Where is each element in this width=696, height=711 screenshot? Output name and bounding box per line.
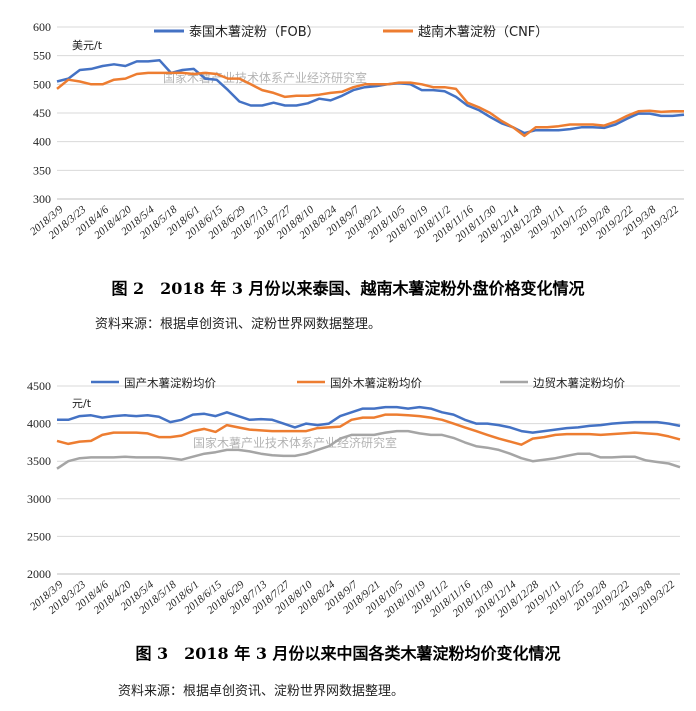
c2-y-tick-label: 4000	[27, 417, 51, 431]
chart-fig2: 300 350 400 450 500 550 600 2018/3/92018/3/232…	[28, 20, 685, 245]
figure2-caption: 图 2 2018 年 3 月份以来泰国、越南木薯淀粉外盘价格变化情况	[111, 279, 585, 298]
chart1-y-unit: 美元/t	[72, 39, 103, 52]
c2-y-tick-label: 3500	[27, 454, 51, 468]
c2-series-line-2	[56, 429, 681, 470]
figure3-source: 资料来源：根据卓创资讯、淀粉世界网数据整理。	[118, 684, 405, 699]
chart1-gridlines	[57, 26, 684, 200]
c1-y-tick-label: 300	[33, 192, 51, 206]
c1-y-tick-label: 500	[33, 77, 51, 91]
c2-series-line-1	[56, 413, 681, 446]
chart2-legend-border: 边贸木薯淀粉均价	[533, 376, 625, 390]
chart2-watermark: 国家木薯产业技术体系产业经济研究室	[193, 435, 397, 450]
c1-y-tick-label: 550	[33, 49, 51, 63]
chart1-y-ticks: 300 350 400 450 500 550 600	[33, 20, 51, 206]
chart2-legend: 国产木薯淀粉均价 国外木薯淀粉均价 边贸木薯淀粉均价	[91, 376, 625, 390]
figure2-source: 资料来源：根据卓创资讯、淀粉世界网数据整理。	[95, 317, 382, 332]
chart1-series	[56, 59, 685, 138]
chart2-series	[56, 405, 681, 470]
c2-y-tick-label: 2500	[27, 529, 51, 543]
c2-series-line-0	[57, 405, 681, 434]
chart1-watermark: 国家木薯产业技术体系产业经济研究室	[163, 70, 367, 85]
c2-y-tick-label: 4500	[27, 379, 51, 393]
chart2-legend-domestic: 国产木薯淀粉均价	[124, 376, 216, 390]
chart2-y-ticks: 2000 2500 3000 3500 4000 4500	[27, 379, 51, 581]
figure3-caption: 图 3 2018 年 3 月份以来中国各类木薯淀粉均价变化情况	[135, 644, 561, 663]
c1-y-tick-label: 400	[33, 135, 51, 149]
c1-y-tick-label: 600	[33, 20, 51, 34]
chart2-y-unit: 元/t	[72, 397, 92, 410]
c2-y-tick-label: 2000	[27, 567, 51, 581]
chart1-legend: 泰国木薯淀粉（FOB） 越南木薯淀粉（CNF）	[154, 24, 548, 40]
chart2-legend-foreign: 国外木薯淀粉均价	[330, 376, 422, 390]
chart1-legend-vn: 越南木薯淀粉（CNF）	[418, 24, 548, 40]
chart2-gridlines	[57, 385, 680, 575]
c1-series-line-0	[56, 59, 685, 135]
c1-y-tick-label: 350	[33, 163, 51, 177]
chart1-legend-thai: 泰国木薯淀粉（FOB）	[189, 25, 320, 40]
c1-y-tick-label: 450	[33, 106, 51, 120]
chart-fig3: 2000 2500 3000 3500 4000 4500 2018/3/92018/3/…	[27, 376, 681, 620]
c2-y-tick-label: 3000	[27, 492, 51, 506]
chart2-x-ticks: 2018/3/92018/3/232018/4/62018/4/202018/5…	[28, 578, 678, 620]
chart1-x-ticks: 2018/3/92018/3/232018/4/62018/4/202018/5…	[28, 203, 682, 245]
c1-series-line-1	[56, 71, 684, 138]
